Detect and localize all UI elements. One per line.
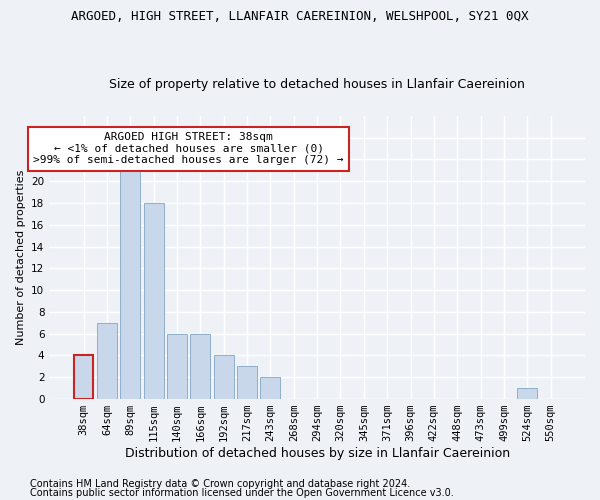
Y-axis label: Number of detached properties: Number of detached properties xyxy=(16,170,26,345)
Bar xyxy=(167,334,187,399)
Bar xyxy=(143,203,164,399)
Title: Size of property relative to detached houses in Llanfair Caereinion: Size of property relative to detached ho… xyxy=(109,78,525,91)
Text: Contains HM Land Registry data © Crown copyright and database right 2024.: Contains HM Land Registry data © Crown c… xyxy=(30,479,410,489)
Bar xyxy=(121,160,140,399)
Text: Contains public sector information licensed under the Open Government Licence v3: Contains public sector information licen… xyxy=(30,488,454,498)
X-axis label: Distribution of detached houses by size in Llanfair Caereinion: Distribution of detached houses by size … xyxy=(125,447,509,460)
Bar xyxy=(214,356,233,399)
Bar xyxy=(260,378,280,399)
Bar xyxy=(97,323,117,399)
Bar xyxy=(517,388,537,399)
Bar xyxy=(237,366,257,399)
Text: ARGOED HIGH STREET: 38sqm
← <1% of detached houses are smaller (0)
>99% of semi-: ARGOED HIGH STREET: 38sqm ← <1% of detac… xyxy=(34,132,344,166)
Bar xyxy=(190,334,210,399)
Text: ARGOED, HIGH STREET, LLANFAIR CAEREINION, WELSHPOOL, SY21 0QX: ARGOED, HIGH STREET, LLANFAIR CAEREINION… xyxy=(71,10,529,23)
Bar xyxy=(74,356,94,399)
